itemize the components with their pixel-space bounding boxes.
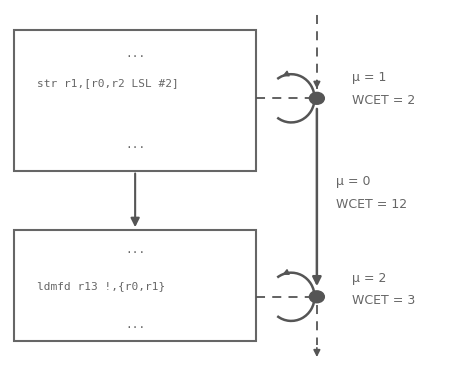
Text: μ = 1: μ = 1 (352, 71, 386, 85)
Text: WCET = 2: WCET = 2 (352, 93, 415, 107)
Text: μ = 0: μ = 0 (336, 175, 370, 188)
Text: μ = 2: μ = 2 (352, 272, 386, 285)
Bar (14, 230, 256, 341)
Text: str r1,[r0,r2 LSL #2]: str r1,[r0,r2 LSL #2] (37, 78, 179, 88)
Text: WCET = 12: WCET = 12 (336, 197, 407, 211)
Circle shape (309, 92, 324, 104)
Text: ...: ... (125, 246, 145, 255)
Text: ...: ... (125, 320, 145, 329)
Text: ldmfd r13 !,{r0,r1}: ldmfd r13 !,{r0,r1} (37, 281, 165, 290)
Bar (14, 30, 256, 171)
Text: WCET = 3: WCET = 3 (352, 294, 415, 307)
Text: ...: ... (125, 140, 145, 150)
Text: ...: ... (125, 49, 145, 59)
Circle shape (309, 291, 324, 303)
